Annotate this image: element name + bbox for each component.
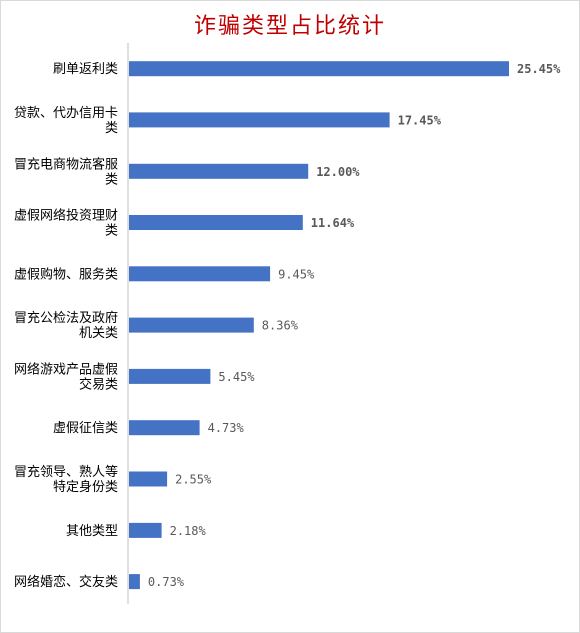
category-label: 冒充电商物流客服	[14, 156, 118, 172]
data-label: 17.45%	[398, 113, 442, 127]
data-label: 0.73%	[148, 575, 185, 589]
bar	[129, 61, 509, 77]
category-label: 机关类	[79, 326, 118, 341]
data-label: 4.73%	[208, 421, 245, 435]
bar	[129, 368, 211, 384]
bar	[129, 215, 303, 230]
bar	[129, 266, 271, 282]
bar	[129, 471, 168, 487]
category-label: 冒充领导、熟人等	[14, 464, 118, 480]
chart-title: 诈骗类型占比统计	[193, 14, 386, 39]
category-label: 刷单返利类	[53, 62, 118, 77]
bar	[129, 163, 309, 179]
category-label: 虚假购物、服务类	[14, 266, 118, 282]
bar	[129, 420, 200, 436]
category-label: 类	[105, 224, 118, 239]
category-label: 网络游戏产品虚假	[14, 361, 118, 377]
bar	[129, 522, 162, 538]
category-label: 虚假征信类	[53, 421, 118, 436]
bar	[129, 112, 390, 128]
category-label: 网络婚恋、交友类	[14, 574, 118, 590]
category-label: 贷款、代办信用卡	[14, 106, 118, 121]
category-label: 其他类型	[66, 524, 118, 539]
data-label: 25.45%	[517, 62, 561, 76]
category-label: 虚假网络投资理财	[14, 208, 118, 224]
data-label: 8.36%	[262, 319, 299, 333]
bar	[129, 574, 140, 590]
data-label: 11.64%	[311, 216, 355, 230]
data-label: 2.18%	[170, 524, 207, 538]
category-label: 冒充公检法及政府	[14, 310, 118, 326]
data-label: 2.55%	[175, 473, 212, 487]
category-label: 特定身份类	[53, 479, 118, 495]
category-label: 类	[105, 172, 118, 187]
bar	[129, 317, 254, 333]
data-label: 5.45%	[218, 370, 255, 384]
data-label: 12.00%	[316, 165, 360, 179]
category-label: 交易类	[79, 376, 118, 392]
category-label: 类	[105, 121, 118, 136]
data-label: 9.45%	[278, 267, 315, 281]
